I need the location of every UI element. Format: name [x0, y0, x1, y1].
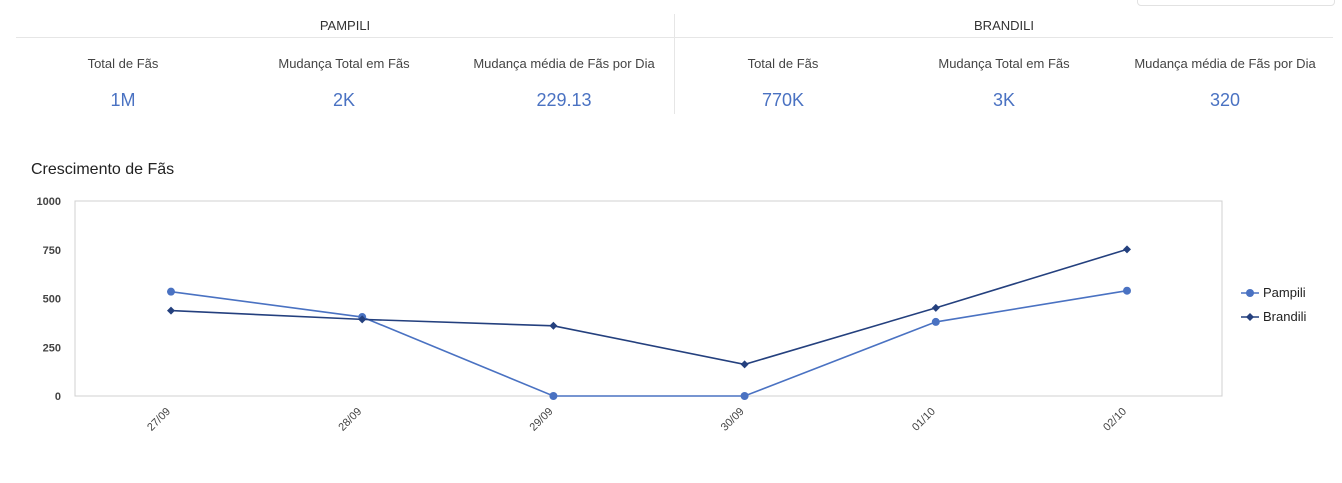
series-line-pampili	[170, 289, 1128, 397]
metric-pampili-avg: Mudança média de Fãs por Dia 229.13	[454, 54, 674, 111]
metric-brandili-avg: Mudança média de Fãs por Dia 320	[1115, 54, 1335, 111]
data-point-brandili	[167, 306, 175, 315]
plot-area	[74, 200, 1223, 397]
data-point-pampili	[549, 392, 558, 400]
metric-value: 1M	[110, 90, 136, 110]
data-point-pampili	[931, 317, 940, 326]
series-line-brandili	[170, 248, 1128, 366]
group-divider	[674, 14, 675, 114]
metric-value: 770K	[761, 90, 805, 110]
metric-pampili-change: Mudança Total em Fãs 2K	[234, 54, 454, 111]
metric-value: 229.13	[536, 90, 592, 110]
data-point-pampili	[167, 287, 175, 296]
metric-label: Mudança média de Fãs por Dia	[473, 56, 655, 71]
metric-label: Total de Fãs	[87, 56, 159, 71]
chart-title: Crescimento de Fãs	[31, 161, 175, 178]
metric-value: 2K	[332, 90, 356, 110]
data-point-brandili	[549, 321, 558, 330]
legend-label-pampili: Pampili	[1263, 285, 1306, 300]
y-tick-label: 1000	[37, 196, 61, 208]
metric-value: 320	[1209, 90, 1241, 110]
data-point-pampili	[740, 392, 749, 400]
data-point-brandili	[358, 315, 367, 324]
data-point-brandili	[740, 360, 749, 369]
metric-value: 3K	[992, 90, 1016, 110]
x-tick-label: 30/09	[719, 406, 747, 434]
data-point-brandili	[931, 303, 940, 312]
metric-label: Mudança Total em Fãs	[938, 56, 1070, 71]
metric-label: Mudança média de Fãs por Dia	[1134, 56, 1316, 71]
data-point-brandili	[1123, 245, 1131, 254]
metric-pampili-total: Total de Fãs 1M	[13, 54, 233, 111]
legend-marker	[1246, 289, 1254, 297]
metric-brandili-total: Total de Fãs 770K	[673, 54, 893, 111]
x-tick-label: 27/09	[145, 406, 173, 434]
legend-label-brandili: Brandili	[1263, 309, 1306, 324]
y-tick-label: 250	[43, 342, 61, 354]
metric-label: Total de Fãs	[747, 56, 819, 71]
group-header-brandili: BRANDILI	[675, 15, 1333, 38]
y-tick-label: 750	[43, 245, 61, 257]
data-point-pampili	[1123, 286, 1131, 295]
top-right-control[interactable]	[1137, 0, 1335, 6]
y-tick-label: 0	[55, 391, 61, 403]
metric-brandili-change: Mudança Total em Fãs 3K	[894, 54, 1114, 111]
metric-label: Mudança Total em Fãs	[278, 56, 410, 71]
x-tick-label: 29/09	[528, 406, 556, 434]
x-tick-label: 01/10	[910, 406, 938, 434]
group-header-pampili: PAMPILI	[16, 15, 674, 38]
x-tick-label: 28/09	[336, 406, 364, 434]
x-tick-label: 02/10	[1101, 406, 1129, 434]
y-tick-label: 500	[43, 294, 61, 306]
legend-marker	[1246, 313, 1254, 321]
